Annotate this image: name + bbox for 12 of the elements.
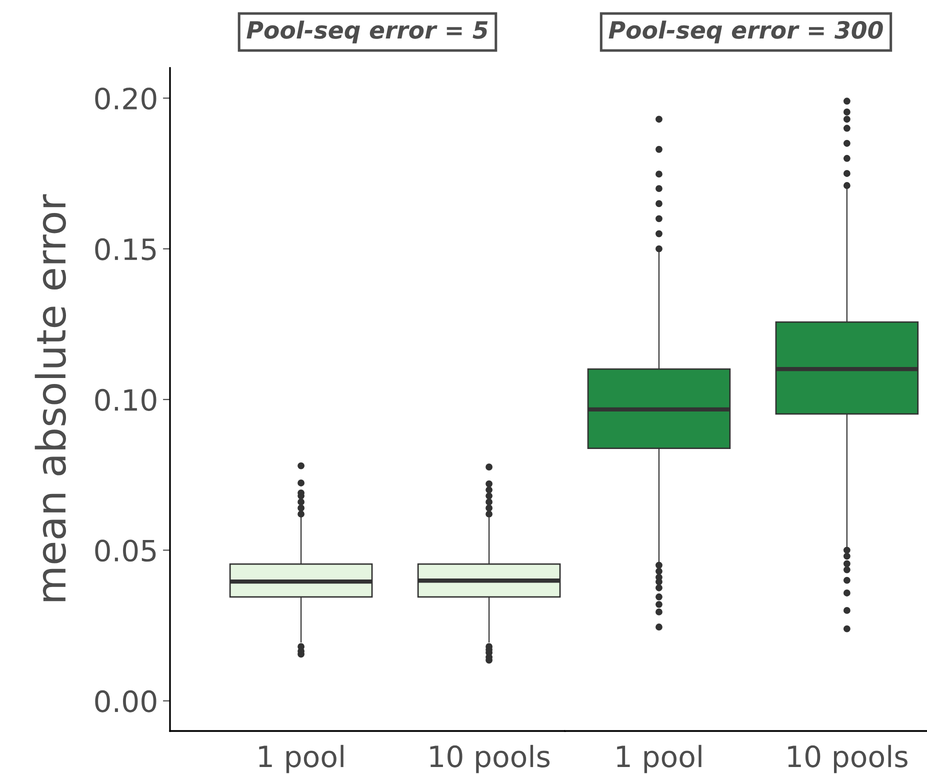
chart-title: Pool-seq error = 300: [608, 20, 883, 44]
y-tick-label: 0.05: [95, 540, 156, 562]
y-tick-label: 0.20: [95, 88, 156, 110]
x-tick-label: 1 pool: [259, 744, 344, 774]
y-axis-title: mean absolute error: [34, 194, 66, 602]
y-tick-label: 0.10: [95, 388, 156, 411]
x-tick-label: 1 pool: [617, 744, 702, 774]
x-tick-label: 10 pools: [788, 744, 908, 774]
y-tick-label: 0.00: [95, 690, 156, 712]
chart-title: Pool-seq error = 5: [246, 20, 488, 44]
x-tick-label: 10 pools: [430, 744, 550, 774]
y-tick-label: 0.15: [95, 238, 156, 260]
